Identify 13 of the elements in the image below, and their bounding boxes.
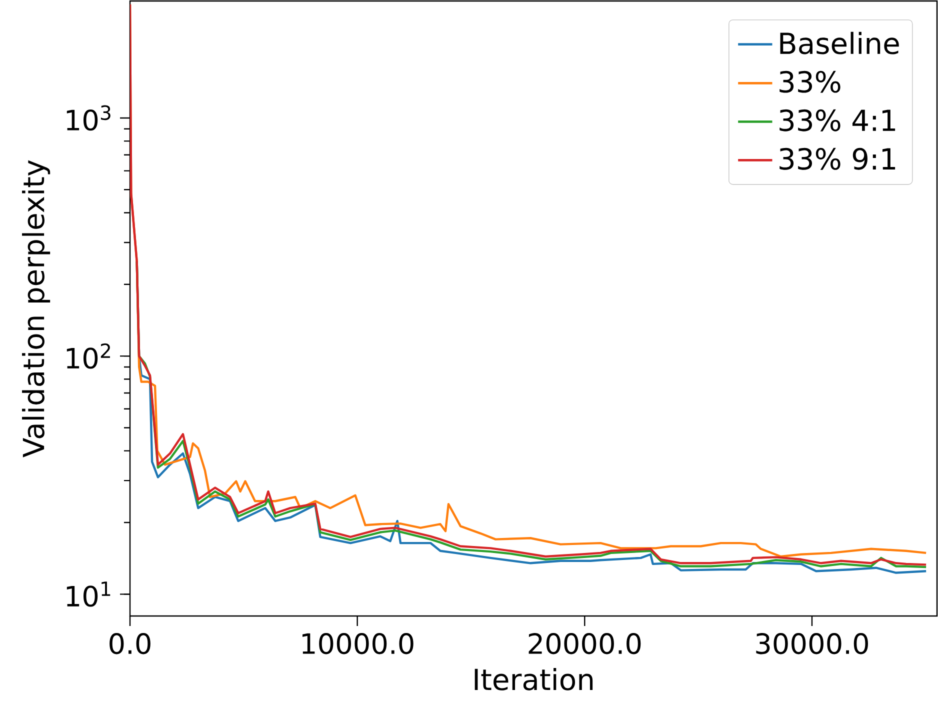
y-axis-title: Validation perplexity <box>22 160 50 458</box>
y-tick-label: 10$^{2}$ <box>66 343 110 369</box>
y-tick-label: 10$^{1}$ <box>66 582 110 607</box>
x-tick-label: 10000.0 <box>302 633 414 654</box>
legend-label: 33% <box>780 70 840 93</box>
legend-label: 33% 4:1 <box>780 109 896 132</box>
x-axis-title: Iteration <box>474 668 593 690</box>
x-tick-label: 30000.0 <box>756 633 868 654</box>
y-tick-label: 10$^{3}$ <box>66 105 110 131</box>
x-tick-label: 0.0 <box>110 633 150 654</box>
legend-label: 33% 9:1 <box>780 148 896 170</box>
x-tick-label: 20000.0 <box>528 633 641 654</box>
legend-label: Baseline <box>780 32 899 54</box>
